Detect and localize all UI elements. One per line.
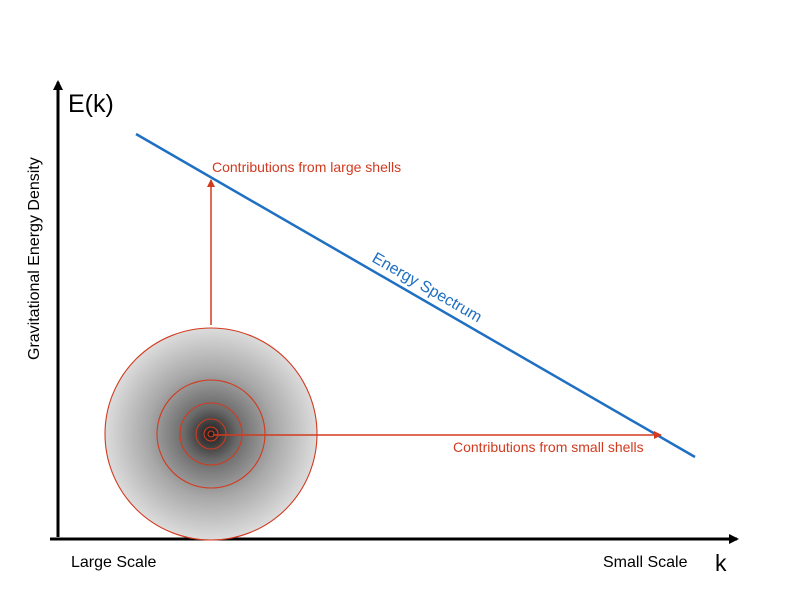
x-axis-right-label: Small Scale [603, 554, 688, 571]
shell-ring [156, 379, 266, 489]
x-axis-label: k [715, 550, 727, 576]
shell-disc [105, 328, 317, 540]
shell-ring [104, 327, 318, 541]
y-axis-label: E(k) [68, 90, 114, 118]
energy-spectrum-label: Energy Spectrum [369, 250, 485, 327]
shell-ring [207, 430, 215, 438]
energy-spectrum-line [135, 132, 696, 459]
shell-ring [203, 426, 219, 442]
shell-ring [195, 418, 227, 450]
small-shells-label: Contributions from small shells [453, 439, 644, 455]
y-axis-description: Gravitational Energy Density [26, 157, 43, 360]
shell-rings [104, 327, 318, 541]
x-axis-left-label: Large Scale [71, 554, 156, 571]
large-shells-label: Contributions from large shells [212, 159, 401, 175]
shell-ring [179, 402, 243, 466]
